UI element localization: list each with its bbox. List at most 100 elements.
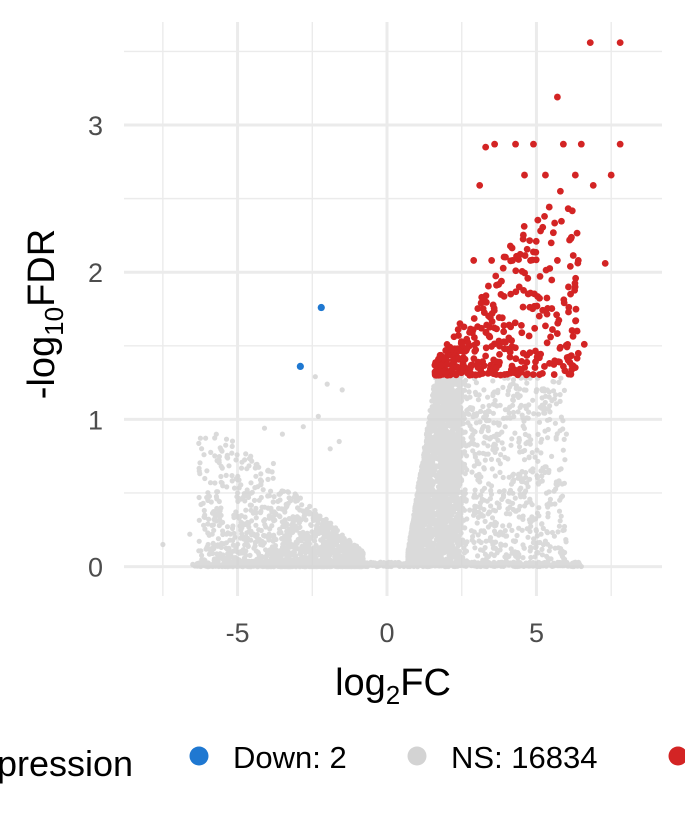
up-point bbox=[474, 360, 482, 368]
up-point bbox=[470, 355, 478, 363]
up-point bbox=[488, 257, 496, 264]
x-axis-title-post: FC bbox=[400, 662, 451, 704]
up-point bbox=[542, 171, 549, 179]
up-point bbox=[484, 282, 492, 290]
up-point bbox=[482, 292, 490, 300]
up-point bbox=[467, 361, 475, 369]
up-point bbox=[545, 203, 553, 211]
up-point bbox=[471, 347, 479, 355]
up-point bbox=[506, 353, 514, 361]
up-point bbox=[536, 273, 544, 280]
up-point bbox=[482, 143, 490, 151]
up-point bbox=[550, 371, 558, 378]
x-tick-label: 5 bbox=[529, 618, 544, 648]
up-point bbox=[468, 329, 476, 337]
up-point bbox=[548, 276, 556, 284]
up-point bbox=[572, 274, 580, 282]
up-point bbox=[453, 363, 461, 371]
up-point bbox=[497, 291, 505, 298]
up-point bbox=[556, 187, 564, 195]
up-point bbox=[528, 256, 536, 264]
x-axis-title-pre: log bbox=[335, 662, 386, 704]
up-point bbox=[507, 323, 515, 331]
up-point bbox=[541, 363, 548, 370]
up-point bbox=[456, 320, 464, 328]
y-tick-label: 1 bbox=[88, 405, 103, 435]
up-point bbox=[467, 369, 475, 377]
legend-label-down: Down: 2 bbox=[233, 740, 347, 775]
up-point bbox=[616, 140, 624, 148]
up-point bbox=[512, 355, 520, 363]
up-point bbox=[567, 235, 575, 242]
up-point bbox=[508, 362, 516, 370]
up-point bbox=[547, 239, 555, 247]
up-point bbox=[531, 324, 539, 332]
up-point bbox=[549, 229, 557, 237]
up-point bbox=[568, 361, 576, 369]
up-point bbox=[558, 217, 565, 225]
up-point bbox=[565, 283, 572, 291]
up-point bbox=[566, 262, 574, 270]
up-point bbox=[526, 237, 534, 244]
up-point bbox=[551, 357, 559, 365]
up-point bbox=[553, 257, 561, 264]
y-axis-title: -log10FDR bbox=[21, 229, 69, 399]
x-axis-ticks: -5 0 5 bbox=[226, 618, 544, 648]
up-point bbox=[530, 140, 537, 148]
up-point bbox=[571, 286, 579, 294]
up-point bbox=[490, 356, 498, 364]
y-axis-title-sub: 10 bbox=[39, 307, 69, 336]
up-point bbox=[482, 328, 490, 336]
up-point bbox=[564, 341, 572, 348]
up-point bbox=[555, 316, 563, 324]
up-point bbox=[536, 371, 543, 378]
data-points bbox=[296, 39, 624, 379]
up-point bbox=[553, 93, 561, 101]
up-point bbox=[476, 181, 484, 189]
up-point bbox=[500, 322, 508, 329]
up-point bbox=[452, 370, 460, 378]
up-point bbox=[523, 358, 531, 366]
up-point bbox=[489, 301, 497, 309]
up-point bbox=[493, 281, 500, 289]
up-point bbox=[480, 309, 488, 317]
up-point bbox=[470, 257, 478, 264]
up-point bbox=[506, 242, 514, 250]
up-point bbox=[478, 324, 485, 332]
ns-point-cloud bbox=[160, 373, 584, 570]
up-point bbox=[568, 327, 576, 334]
up-point bbox=[553, 311, 561, 319]
up-point bbox=[616, 39, 624, 47]
legend-key-up bbox=[668, 746, 685, 766]
up-point bbox=[482, 352, 490, 360]
up-point bbox=[486, 323, 494, 331]
up-point bbox=[571, 171, 579, 179]
up-point bbox=[607, 171, 615, 179]
down-point bbox=[296, 362, 304, 370]
up-point bbox=[463, 345, 471, 353]
legend: pression Down: 2 NS: 16834 bbox=[0, 740, 685, 784]
up-point bbox=[521, 269, 529, 277]
up-point bbox=[491, 140, 499, 148]
up-point bbox=[435, 355, 442, 363]
up-point bbox=[572, 305, 580, 313]
up-point bbox=[543, 294, 551, 302]
up-point bbox=[527, 289, 534, 297]
up-point bbox=[519, 231, 527, 239]
legend-title: pression bbox=[0, 743, 133, 784]
up-point bbox=[547, 333, 554, 341]
up-point bbox=[539, 223, 547, 231]
up-point bbox=[553, 330, 561, 337]
up-point bbox=[534, 216, 542, 224]
up-point bbox=[526, 349, 534, 357]
x-tick-label: 0 bbox=[380, 618, 395, 648]
up-point bbox=[519, 303, 527, 311]
y-axis-title-pre: -log bbox=[21, 336, 63, 399]
up-point bbox=[518, 357, 526, 365]
up-point bbox=[492, 272, 500, 280]
up-point bbox=[518, 368, 525, 376]
up-point bbox=[484, 369, 492, 377]
up-point bbox=[518, 321, 525, 329]
up-point bbox=[569, 332, 577, 340]
